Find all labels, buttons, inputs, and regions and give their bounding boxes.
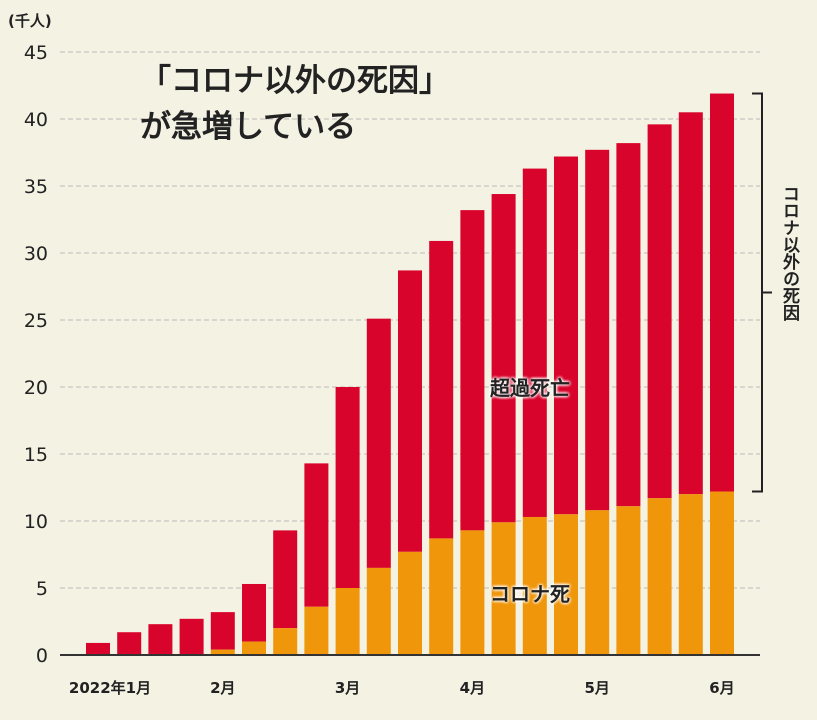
bar-excess-death — [585, 149, 610, 511]
y-tick-label: 35 — [24, 176, 48, 198]
bar-covid-death — [366, 567, 391, 655]
bar-excess-death — [398, 270, 422, 552]
title-line-1: 「コロナ以外の死因」 — [140, 63, 450, 99]
bar-excess-death — [710, 93, 734, 492]
y-tick-label: 0 — [36, 645, 48, 667]
bar-excess-death — [491, 194, 516, 523]
bar-covid-death — [616, 506, 641, 655]
bar-excess-death — [210, 612, 235, 650]
bar-covid-death — [491, 522, 516, 655]
y-tick-label: 30 — [24, 243, 48, 265]
bar-covid-death — [429, 538, 454, 655]
bar-excess-death — [273, 530, 298, 629]
y-tick-label: 45 — [24, 42, 48, 64]
bar-excess-death — [117, 632, 142, 655]
bar-covid-death — [335, 588, 360, 655]
x-tick-label: 2022年1月 — [69, 679, 151, 697]
bar-excess-death — [460, 210, 485, 531]
bar-excess-death — [554, 156, 578, 515]
x-tick-label: 4月 — [460, 679, 485, 697]
title-line-2: が急増している — [140, 109, 357, 145]
bar-covid-death — [554, 514, 578, 655]
x-tick-label: 3月 — [335, 679, 360, 697]
bar-covid-death — [242, 641, 266, 655]
y-tick-label: 20 — [24, 377, 48, 399]
x-tick-label: 5月 — [584, 679, 609, 697]
y-tick-label: 15 — [24, 444, 48, 466]
bar-covid-death — [210, 649, 235, 655]
bar-covid-death — [304, 606, 329, 655]
y-tick-label: 40 — [24, 109, 48, 131]
bar-excess-death — [148, 624, 173, 655]
bar-covid-death — [460, 530, 485, 655]
y-tick-label: 10 — [24, 511, 48, 533]
x-tick-label: 2月 — [210, 679, 235, 697]
bar-covid-death — [585, 510, 610, 655]
series-label-covid: コロナ死 — [490, 582, 570, 606]
y-tick-label: 5 — [36, 578, 48, 600]
bar-covid-death — [710, 491, 734, 655]
bar-excess-death — [242, 583, 266, 642]
bar-excess-death — [366, 318, 391, 568]
bar-covid-death — [678, 494, 703, 655]
y-unit-label: (千人) — [8, 12, 52, 30]
bar-excess-death — [429, 240, 454, 539]
bracket-annotation: コロナ以外の死因 — [779, 185, 799, 321]
bar-excess-death — [522, 168, 547, 517]
bar-excess-death — [179, 618, 204, 655]
bar-covid-death — [522, 516, 547, 655]
bar-excess-death — [335, 387, 360, 588]
series-label-excess: 超過死亡 — [490, 376, 570, 400]
bar-excess-death — [647, 124, 672, 499]
bar-excess-death — [86, 642, 110, 655]
bar-excess-death — [616, 143, 641, 507]
bracket — [752, 92, 772, 493]
bar-covid-death — [273, 628, 298, 655]
bar-excess-death — [678, 112, 703, 495]
bar-excess-death — [304, 463, 329, 607]
x-tick-label: 6月 — [709, 679, 734, 697]
chart-title: 「コロナ以外の死因」 が急増している — [140, 58, 450, 150]
bar-covid-death — [647, 498, 672, 655]
y-tick-label: 25 — [24, 310, 48, 332]
bar-covid-death — [398, 551, 422, 655]
